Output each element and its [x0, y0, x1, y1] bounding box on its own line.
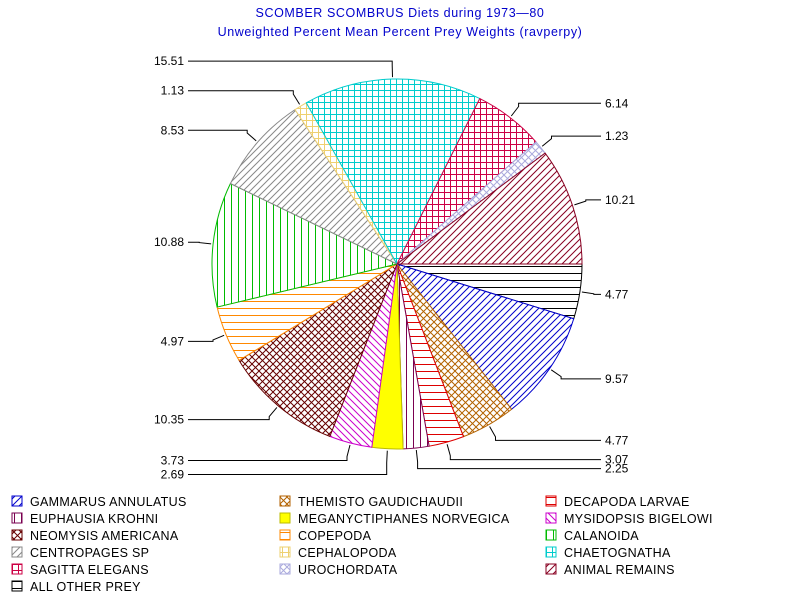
slice-label-centropages-sp: 8.53: [161, 123, 185, 137]
legend-item-all-other-prey: ALL OTHER PREY: [11, 580, 141, 594]
leader-line-sagitta-elegans: [510, 102, 601, 117]
legend-item-centropages-sp: CENTROPAGES SP: [11, 546, 149, 560]
legend-label: CALANOIDA: [564, 529, 639, 543]
legend-label: MYSIDOPSIS BIGELOWI: [564, 512, 713, 526]
slice-label-all-other-prey: 4.77: [605, 287, 629, 301]
legend-item-neomysis-americana: NEOMYSIS AMERICANA: [11, 529, 179, 543]
label-leaders: [188, 60, 601, 475]
legend-swatch: [11, 546, 23, 558]
leader-line-all-other-prey: [581, 291, 601, 295]
legend-item-sagitta-elegans: SAGITTA ELEGANS: [11, 563, 149, 577]
leader-line-decapoda-larvae: [446, 444, 601, 461]
legend-item-urochordata: UROCHORDATA: [279, 563, 398, 577]
slice-labels: 6.14 1.23 10.21 4.77 9.57 4.77 3.072.25 15.51 1.…: [154, 54, 635, 481]
legend-label: COPEPODA: [298, 529, 372, 543]
leader-line-euphausia-krohni: [415, 449, 601, 470]
legend-label: DECAPODA LARVAE: [564, 495, 690, 509]
chart-title: SCOMBER SCOMBRUS Diets during 1973—80: [256, 6, 545, 20]
legend-swatch: [279, 512, 291, 524]
legend-label: ANIMAL REMAINS: [564, 563, 675, 577]
legend-label: CENTROPAGES SP: [30, 546, 149, 560]
leader-line-urochordata: [541, 135, 601, 147]
legend-label: MEGANYCTIPHANES NORVEGICA: [298, 512, 510, 526]
leader-line-mysidopsis-bigelowi: [188, 444, 351, 461]
legend-label: ALL OTHER PREY: [30, 580, 141, 594]
legend-swatch: [11, 580, 23, 592]
legend-swatch: [545, 546, 557, 558]
legend-item-euphausia-krohni: EUPHAUSIA KROHNI: [11, 512, 158, 526]
leader-line-calanoida: [188, 241, 212, 245]
legend-swatch: [545, 563, 557, 575]
leader-line-neomysis-americana: [188, 407, 278, 421]
legend-label: CHAETOGNATHA: [564, 546, 671, 560]
pie-slice-animal-remains: [395, 152, 583, 265]
legend-swatch: [11, 529, 23, 541]
legend-item-gammarus-annulatus: GAMMARUS ANNULATUS: [11, 495, 187, 509]
slice-label-neomysis-americana: 10.35: [154, 413, 184, 427]
legend-swatch: [279, 495, 291, 507]
legend-item-chaetognatha: CHAETOGNATHA: [545, 546, 671, 560]
legend-item-mysidopsis-bigelowi: MYSIDOPSIS BIGELOWI: [545, 512, 713, 526]
slice-label-mysidopsis-bigelowi: 3.73: [161, 454, 185, 468]
slice-label-chaetognatha: 15.51: [154, 54, 184, 68]
legend-label: EUPHAUSIA KROHNI: [30, 512, 158, 526]
slice-label-urochordata: 1.23: [605, 129, 629, 143]
pie-slice-calanoida: [211, 182, 399, 308]
pie-slice-centropages-sp: [229, 108, 399, 266]
slice-label-gammarus-annulatus: 9.57: [605, 372, 629, 386]
legend-item-cephalopoda: CEPHALOPODA: [279, 546, 397, 560]
pie-slice-neomysis-americana: [238, 262, 399, 438]
legend-swatch: [11, 563, 23, 575]
leader-line-gammarus-annulatus: [550, 369, 601, 380]
leader-line-animal-remains: [574, 199, 601, 206]
leader-line-copepoda: [188, 334, 225, 342]
legend-item-animal-remains: ANIMAL REMAINS: [545, 563, 675, 577]
slice-label-animal-remains: 10.21: [605, 193, 635, 207]
slice-label-meganyctiphanes-norvegica: 2.69: [161, 468, 185, 482]
legend-swatch: [11, 495, 23, 507]
legend-label: SAGITTA ELEGANS: [30, 563, 149, 577]
legend-swatch: [545, 529, 557, 541]
legend-label: NEOMYSIS AMERICANA: [30, 529, 179, 543]
slice-label-cephalopoda: 1.13: [161, 84, 185, 98]
leader-line-cephalopoda: [188, 90, 301, 105]
leader-line-themisto-gaudichaudii: [489, 426, 601, 441]
slice-label-copepoda: 4.97: [161, 334, 185, 348]
slice-label-sagitta-elegans: 6.14: [605, 96, 629, 110]
leader-line-centropages-sp: [188, 129, 257, 142]
legend-label: UROCHORDATA: [298, 563, 398, 577]
legend-item-copepoda: COPEPODA: [279, 529, 372, 543]
pie-slice-gammarus-annulatus: [395, 263, 575, 410]
legend-label: GAMMARUS ANNULATUS: [30, 495, 187, 509]
legend-swatch: [279, 563, 291, 575]
pie-slice-chaetognatha: [305, 78, 481, 266]
legend-swatch: [11, 512, 23, 524]
legend-item-decapoda-larvae: DECAPODA LARVAE: [545, 495, 690, 509]
leader-line-chaetognatha: [188, 60, 393, 78]
legend-swatch: [545, 512, 557, 524]
legend-swatch: [279, 529, 291, 541]
slice-label-calanoida: 10.88: [154, 235, 184, 249]
leader-line-meganyctiphanes-norvegica: [188, 450, 388, 475]
slice-label-euphausia-krohni: 2.25: [605, 462, 629, 476]
legend-label: THEMISTO GAUDICHAUDII: [298, 495, 463, 509]
legend: GAMMARUS ANNULATUS THEMISTO GAUDICHAUDII D…: [11, 495, 713, 594]
slice-label-decapoda-larvae: 3.07: [605, 453, 629, 467]
legend-swatch: [279, 546, 291, 558]
slice-label-themisto-gaudichaudii: 4.77: [605, 433, 629, 447]
legend-item-calanoida: CALANOIDA: [545, 529, 639, 543]
pie-slices: [211, 78, 583, 450]
legend-label: CEPHALOPODA: [298, 546, 397, 560]
legend-swatch: [545, 495, 557, 507]
legend-item-themisto-gaudichaudii: THEMISTO GAUDICHAUDII: [279, 495, 463, 509]
legend-item-meganyctiphanes-norvegica: MEGANYCTIPHANES NORVEGICA: [279, 512, 510, 526]
chart-subtitle: Unweighted Percent Mean Percent Prey Wei…: [218, 25, 583, 39]
